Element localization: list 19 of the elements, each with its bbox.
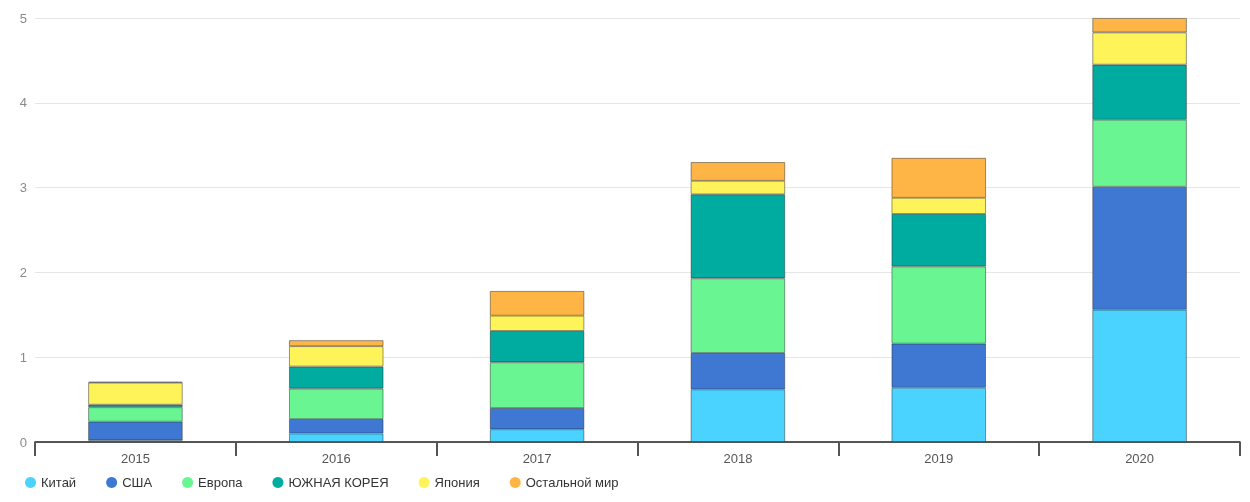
legend-label: Китай — [41, 475, 77, 490]
x-tick-label: 2016 — [321, 451, 351, 466]
legend-label: США — [122, 475, 153, 490]
x-tick-label: 2019 — [924, 451, 954, 466]
x-tick-label: 2017 — [522, 451, 552, 466]
legend-label: Остальной мир — [525, 475, 619, 490]
legend-label: Европа — [198, 475, 244, 490]
bar — [88, 382, 183, 405]
x-tick-label: 2015 — [120, 451, 150, 466]
y-tick-label: 4 — [19, 95, 27, 111]
x-tick-label: 2020 — [1125, 451, 1155, 466]
legend-label: ЮЖНАЯ КОРЕЯ — [288, 475, 389, 490]
y-tick-label: 5 — [19, 10, 27, 26]
x-tick-label: 2018 — [723, 451, 753, 466]
y-tick-label: 0 — [19, 434, 27, 450]
y-tick-label: 2 — [19, 264, 27, 280]
legend-label: Япония — [434, 475, 480, 490]
y-tick-label: 3 — [19, 180, 27, 196]
y-tick-label: 1 — [19, 349, 27, 365]
